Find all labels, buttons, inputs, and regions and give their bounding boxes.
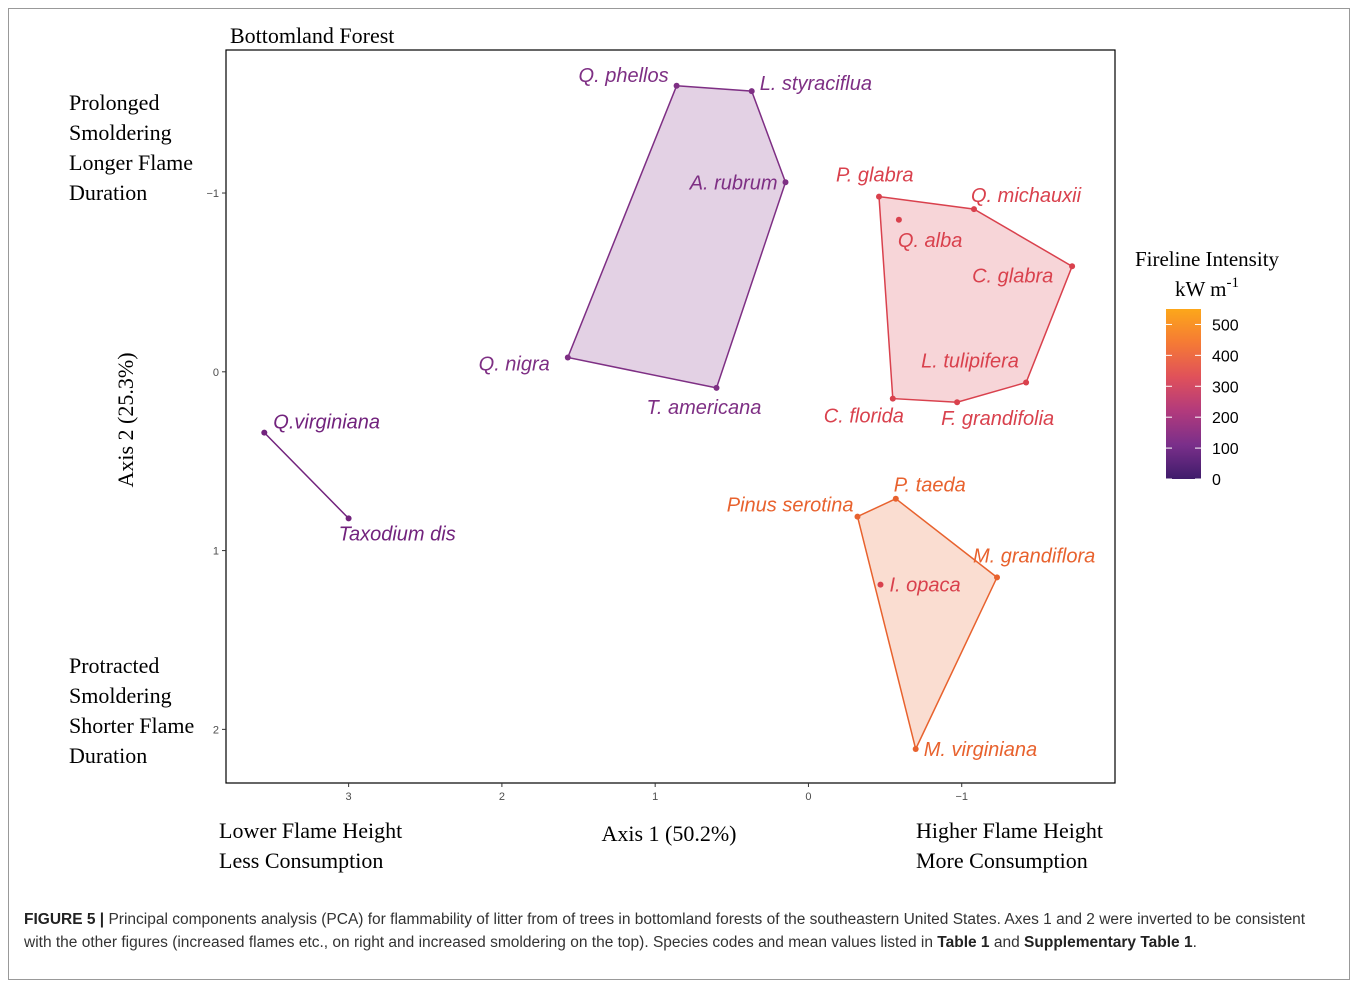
legend-unit: kW m bbox=[1175, 277, 1227, 301]
pca-chart: Bottomland Forest Q. phellos L. styracifl… bbox=[113, 23, 1280, 846]
annotation-line: More Consumption bbox=[916, 848, 1088, 873]
caption-table-ref: Table 1 bbox=[937, 934, 990, 951]
y-tick-label: 1 bbox=[213, 546, 219, 558]
y-tick-label: 2 bbox=[213, 724, 219, 736]
x-axis-ticks: 3 2 1 0 −1 bbox=[346, 783, 968, 803]
point-label-l-tulipifera: L. tulipifera bbox=[921, 351, 1019, 373]
y-tick-label: −1 bbox=[206, 188, 219, 200]
point-q-alba bbox=[895, 216, 902, 223]
point-label-q-nigra: Q. nigra bbox=[479, 354, 550, 376]
point-label-taxodium-dis: Taxodium dis bbox=[339, 523, 456, 545]
x-tick-label: 1 bbox=[652, 791, 658, 803]
annotation-line: Higher Flame Height bbox=[916, 818, 1103, 843]
hull-layer bbox=[263, 85, 1074, 752]
point-label-f-grandifolia: F. grandifolia bbox=[941, 408, 1054, 430]
legend-tick-label: 0 bbox=[1212, 472, 1221, 489]
point-label-p-glabra: P. glabra bbox=[836, 165, 913, 187]
point-l-tulipifera bbox=[1023, 379, 1030, 386]
legend-tick-label: 500 bbox=[1212, 317, 1239, 334]
legend-tick-label: 100 bbox=[1212, 441, 1239, 458]
annotation-line: Duration bbox=[69, 180, 148, 205]
annotation-line: Prolonged bbox=[69, 90, 160, 115]
annotation-bottom-left: Protracted Smoldering Shorter Flame Dura… bbox=[69, 651, 194, 771]
legend-unit-exponent: -1 bbox=[1227, 275, 1240, 291]
annotation-line: Longer Flame bbox=[69, 150, 194, 175]
annotation-line: Smoldering bbox=[69, 120, 172, 145]
point-p-taeda bbox=[892, 495, 899, 502]
point-label-c-florida: C. florida bbox=[824, 406, 904, 428]
legend-tick-label: 300 bbox=[1212, 379, 1239, 396]
point-q-nigra bbox=[564, 354, 571, 361]
point-label-l-styraciflua: L. styraciflua bbox=[760, 73, 872, 95]
legend-tick-label: 400 bbox=[1212, 348, 1239, 365]
point-q-virginiana bbox=[261, 429, 268, 436]
x-tick-label: 0 bbox=[805, 791, 811, 803]
point-m-grandiflora bbox=[994, 574, 1000, 581]
plot-panel bbox=[225, 49, 1116, 784]
point-label-q-alba: Q. alba bbox=[898, 230, 962, 252]
annotation-line: Shorter Flame bbox=[69, 713, 195, 738]
legend: Fireline Intensity kW m-1 0 100 200 300 400 5… bbox=[1135, 247, 1280, 489]
x-tick-label: 2 bbox=[499, 791, 505, 803]
point-pinus-serotina bbox=[854, 513, 861, 520]
point-taxodium-dis bbox=[345, 515, 352, 522]
point-label-q-phellos: Q. phellos bbox=[579, 65, 669, 87]
point-c-glabra bbox=[1069, 263, 1076, 270]
group-hull-3 bbox=[263, 432, 350, 519]
point-a-rubrum bbox=[782, 179, 789, 186]
point-label-t-americana: T. americana bbox=[647, 397, 762, 419]
caption-between: and bbox=[989, 934, 1025, 951]
point-label-q-michauxii: Q. michauxii bbox=[971, 185, 1082, 207]
point-label-a-rubrum: A. rubrum bbox=[689, 172, 778, 194]
point-i-opaca bbox=[877, 581, 884, 588]
legend-tick-label: 200 bbox=[1212, 410, 1239, 427]
caption-end: . bbox=[1192, 934, 1197, 951]
y-axis-label: Axis 2 (25.3%) bbox=[113, 352, 138, 487]
point-layer bbox=[261, 82, 1076, 752]
legend-ticks: 0 100 200 300 400 500 bbox=[1166, 317, 1239, 489]
label-layer: Q. phellos L. styraciflua A. rubrum Q. nigr… bbox=[273, 65, 1095, 761]
chart-title: Bottomland Forest bbox=[230, 23, 394, 48]
annotation-line: Smoldering bbox=[69, 683, 172, 708]
annotation-under-left: Lower Flame Height Less Consumption bbox=[219, 816, 402, 876]
y-tick-label: 0 bbox=[213, 367, 219, 379]
y-axis-ticks: −1 0 1 2 bbox=[206, 188, 226, 736]
figure-caption: FIGURE 5 | Principal components analysis… bbox=[24, 908, 1334, 954]
annotation-line: Lower Flame Height bbox=[219, 818, 403, 843]
annotation-line: Less Consumption bbox=[219, 848, 384, 873]
annotation-under-right: Higher Flame Height More Consumption bbox=[916, 816, 1103, 876]
point-m-virginiana bbox=[912, 746, 919, 752]
point-q-michauxii bbox=[971, 206, 977, 213]
figure-frame bbox=[8, 8, 1350, 980]
annotation-line: Duration bbox=[69, 743, 148, 768]
legend-colorbar bbox=[1166, 309, 1201, 479]
annotation-line: Protracted bbox=[69, 653, 160, 678]
point-q-phellos bbox=[673, 82, 680, 89]
point-label-q-virginiana: Q.virginiana bbox=[273, 412, 380, 434]
point-label-m-grandiflora: M. grandiflora bbox=[973, 545, 1095, 567]
annotation-top-left: Prolonged Smoldering Longer Flame Durati… bbox=[69, 88, 193, 208]
point-label-c-glabra: C. glabra bbox=[972, 265, 1053, 287]
x-axis-label: Axis 1 (50.2%) bbox=[601, 821, 736, 846]
point-label-pinus-serotina: Pinus serotina bbox=[727, 495, 854, 517]
point-p-glabra bbox=[876, 193, 882, 200]
caption-supp-ref: Supplementary Table 1 bbox=[1024, 934, 1193, 951]
caption-text: Principal components analysis (PCA) for … bbox=[24, 911, 1306, 951]
point-f-grandifolia bbox=[954, 399, 961, 406]
point-c-florida bbox=[889, 395, 896, 402]
point-t-americana bbox=[713, 384, 720, 391]
group-hull-1 bbox=[566, 85, 787, 389]
point-l-styraciflua bbox=[748, 88, 755, 95]
x-tick-label: −1 bbox=[955, 791, 968, 803]
point-label-i-opaca: I. opaca bbox=[890, 575, 961, 597]
legend-title-line2: kW m-1 bbox=[1175, 275, 1239, 301]
legend-title-line1: Fireline Intensity bbox=[1135, 247, 1280, 271]
point-label-m-virginiana: M. virginiana bbox=[924, 739, 1037, 761]
point-label-p-taeda: P. taeda bbox=[894, 475, 966, 497]
x-tick-label: 3 bbox=[346, 791, 352, 803]
caption-label: FIGURE 5 | bbox=[24, 911, 105, 928]
